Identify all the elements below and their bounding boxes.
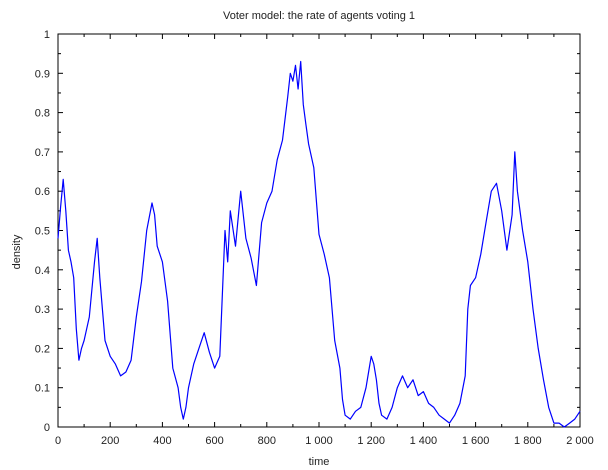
x-tick-label: 1 000 bbox=[305, 435, 333, 447]
x-tick-label: 400 bbox=[153, 435, 171, 447]
x-tick-label: 200 bbox=[101, 435, 119, 447]
y-tick-label: 0.7 bbox=[35, 147, 50, 159]
series-group bbox=[57, 60, 581, 428]
y-tick-label: 0.4 bbox=[35, 265, 50, 277]
x-tick-label: 600 bbox=[205, 435, 223, 447]
y-tick-label: 0.8 bbox=[35, 108, 50, 120]
y-tick-label: 0.6 bbox=[35, 186, 50, 198]
y-tick-label: 0.1 bbox=[35, 383, 50, 395]
x-tick-label: 0 bbox=[55, 435, 61, 447]
x-tick-label: 800 bbox=[258, 435, 276, 447]
x-tick-label: 1 200 bbox=[357, 435, 385, 447]
y-axis: 0 0.1 0.2 0.3 0.4 0.5 0.6 0.7 0.8 0.9 1 bbox=[35, 29, 580, 434]
y-tick-label: 0.9 bbox=[35, 68, 50, 80]
y-tick-label: 0 bbox=[44, 422, 50, 434]
y-axis-label: density bbox=[11, 234, 23, 269]
chart-title: Voter model: the rate of agents voting 1 bbox=[223, 10, 415, 22]
x-axis-label: time bbox=[309, 456, 330, 468]
x-tick-label: 1 600 bbox=[462, 435, 490, 447]
series-line bbox=[57, 60, 581, 428]
x-axis: 0 200 400 600 800 1 000 1 200 1 400 1 600 1 800 2 … bbox=[55, 34, 594, 447]
y-tick-label: 0.3 bbox=[35, 304, 50, 316]
y-tick-label: 1 bbox=[44, 29, 50, 41]
y-tick-label: 0.2 bbox=[35, 343, 50, 355]
x-tick-label: 1 800 bbox=[514, 435, 542, 447]
x-tick-label: 1 400 bbox=[410, 435, 438, 447]
y-tick-label: 0.5 bbox=[35, 226, 50, 238]
x-tick-label: 2 000 bbox=[566, 435, 594, 447]
